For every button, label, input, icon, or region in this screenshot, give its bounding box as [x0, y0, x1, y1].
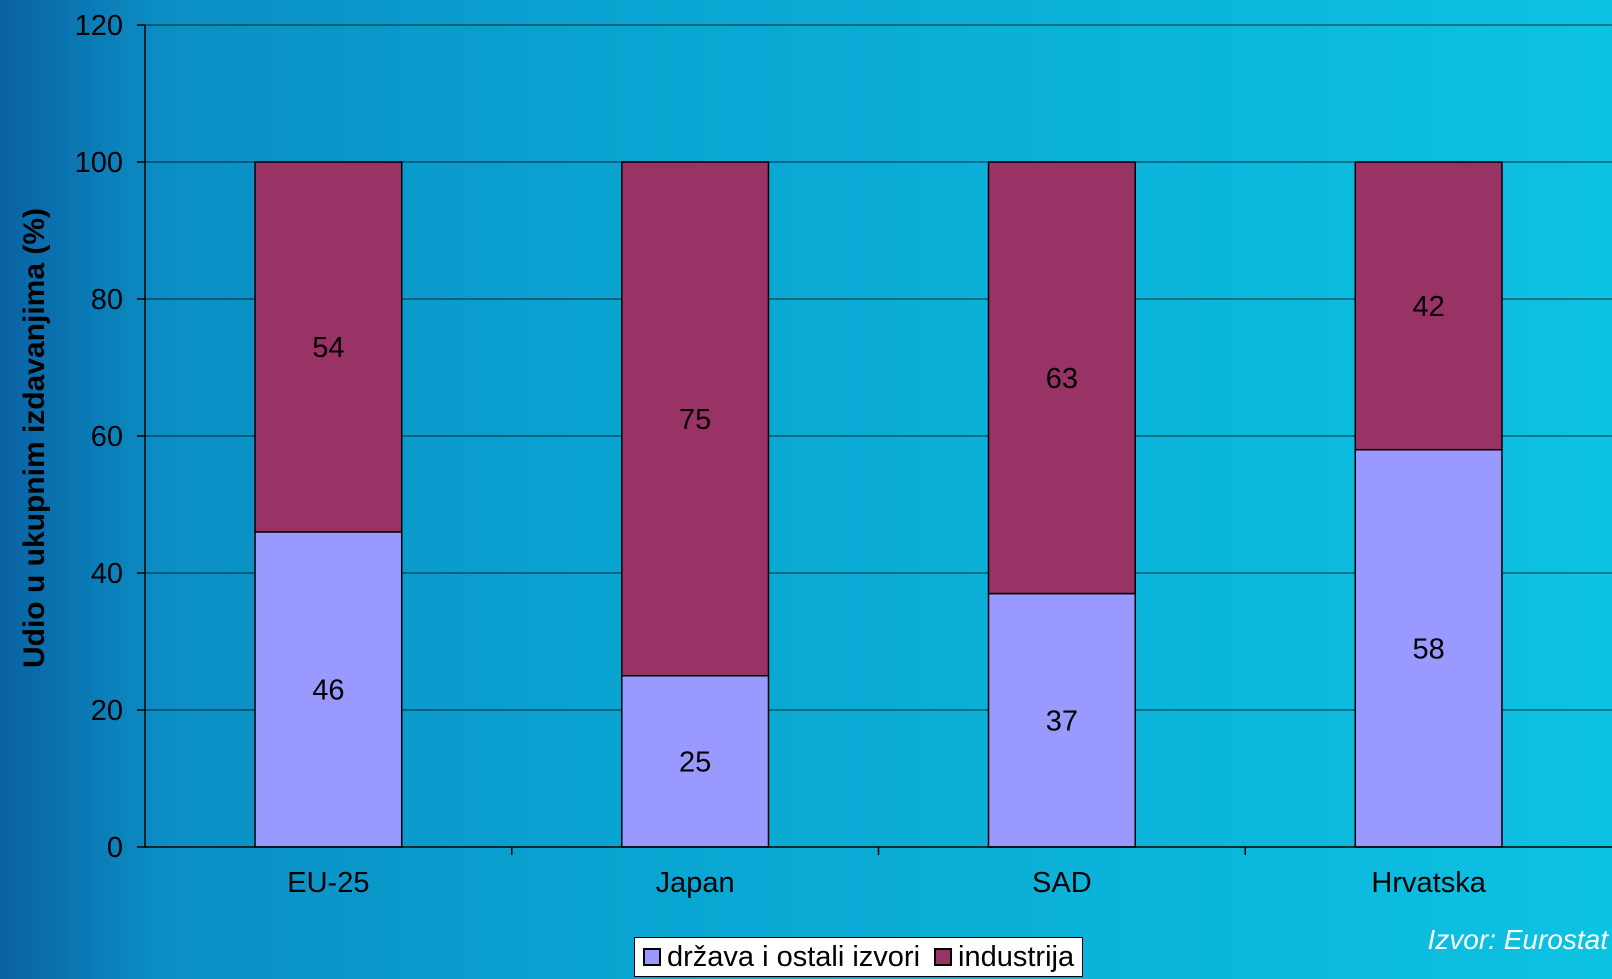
- y-tick-label-0: 0: [107, 832, 123, 864]
- bar-EU-25-series-1: [254, 161, 403, 533]
- x-tick-label-SAD: SAD: [1032, 867, 1092, 899]
- bars: [254, 161, 1503, 848]
- bar-Japan-series-0: [621, 675, 770, 848]
- legend: država i ostali izvori industrija: [634, 937, 1084, 977]
- y-tick-label-100: 100: [75, 147, 123, 179]
- data-label-EU-25-series-1: 54: [312, 332, 344, 364]
- bar-Hrvatska-series-0: [1354, 448, 1503, 848]
- data-label-EU-25-series-0: 46: [312, 674, 344, 706]
- bar-SAD-series-0: [987, 592, 1136, 848]
- data-label-Japan-series-0: 25: [679, 746, 711, 778]
- y-tick-label-40: 40: [91, 558, 123, 590]
- bar-Japan-series-1: [621, 161, 770, 677]
- source-note: Izvor: Eurostat: [1427, 924, 1608, 955]
- y-tick-label-80: 80: [91, 284, 123, 316]
- data-label-SAD-series-0: 37: [1046, 705, 1078, 737]
- x-tick-label-Hrvatska: Hrvatska: [1371, 867, 1486, 899]
- bar-Hrvatska-series-1: [1354, 161, 1503, 451]
- bar-SAD-series-1: [987, 161, 1136, 595]
- legend-entry-drzava: država i ostali izvori: [643, 941, 920, 974]
- data-label-Hrvatska-series-0: 58: [1412, 633, 1444, 665]
- y-tick-label-120: 120: [75, 10, 123, 42]
- y-tick-label-60: 60: [91, 421, 123, 453]
- labels: 0 20 40 60 80 100 120 46 54 EU-25 25 75 Japan 37 63 SAD…: [75, 10, 1487, 899]
- legend-entry-industrija: industrija: [934, 941, 1074, 974]
- x-tick-label-EU-25: EU-25: [287, 867, 369, 899]
- legend-swatch-industrija: [934, 948, 953, 966]
- legend-label-industrija: industrija: [958, 940, 1075, 973]
- legend-label-drzava: država i ostali izvori: [667, 940, 921, 973]
- data-label-Japan-series-1: 75: [679, 404, 711, 436]
- y-tick-label-20: 20: [91, 695, 123, 727]
- y-axis-title: Udio u ukupnim izdavanjima (%): [18, 208, 51, 668]
- data-label-SAD-series-1: 63: [1046, 363, 1078, 395]
- axes: [137, 24, 1612, 855]
- data-label-Hrvatska-series-1: 42: [1412, 291, 1444, 323]
- legend-swatch-drzava: [643, 948, 661, 966]
- x-tick-label-Japan: Japan: [656, 867, 735, 899]
